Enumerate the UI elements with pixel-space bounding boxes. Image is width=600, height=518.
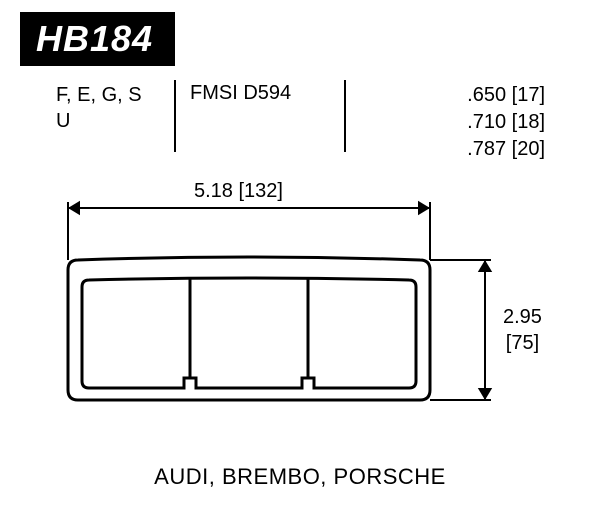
technical-drawing	[0, 0, 600, 518]
spec-diagram-canvas: HB184 F, E, G, S U FMSI D594 .650 [17].7…	[0, 0, 600, 518]
